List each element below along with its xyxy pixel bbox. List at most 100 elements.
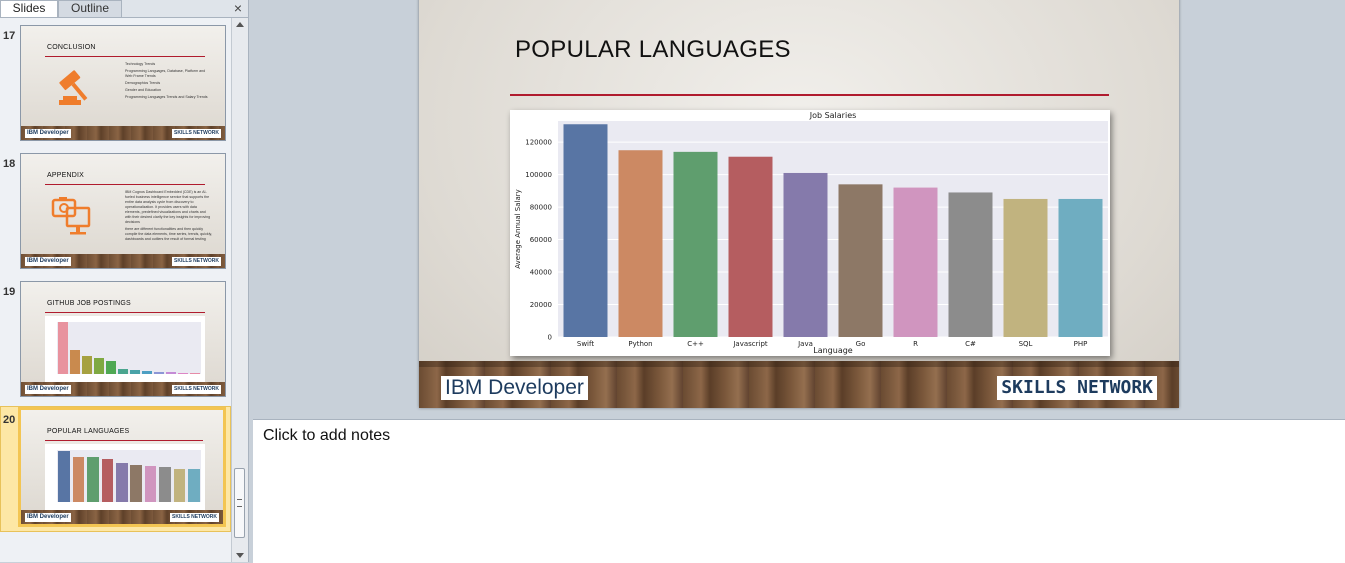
mini-bar: [190, 372, 200, 374]
mini-chart-plot: [57, 322, 201, 374]
chart-image[interactable]: 0 20000 40000 60000 80000 100000 120000 Swift P…: [510, 110, 1110, 356]
x-axis-label: Language: [813, 346, 853, 355]
bar-sql: [1003, 198, 1048, 337]
tab-slides[interactable]: Slides: [0, 0, 58, 17]
panel-tabs: Slides Outline ×: [0, 0, 248, 18]
mini-bar: [116, 462, 128, 502]
slide-canvas[interactable]: POPULAR LANGUAGES 0 20000 40000 60000 80000 1…: [419, 0, 1179, 408]
skills-network-logo: SKILLS NETWORK: [170, 513, 219, 522]
slide-number: 18: [3, 158, 16, 170]
mini-bar: [130, 369, 140, 374]
mini-bar: [144, 466, 157, 502]
y-tick-label: 100000: [525, 171, 552, 179]
slide-number: 20: [3, 414, 16, 426]
y-tick-label: 120000: [525, 139, 552, 147]
ibm-developer-logo: IBM Developer: [441, 376, 588, 400]
bar-c-: [948, 192, 993, 337]
bar-swift: [563, 124, 608, 337]
x-tick-label: Swift: [577, 340, 594, 348]
bar-c-: [673, 151, 718, 337]
bar-javascript: [728, 156, 773, 337]
divider: [45, 312, 205, 313]
scroll-thumb[interactable]: [234, 468, 245, 538]
chart-title: Job Salaries: [809, 111, 857, 120]
skills-network-logo: SKILLS NETWORK: [172, 129, 221, 138]
gavel-icon: [59, 70, 88, 105]
mini-bar: [154, 371, 164, 374]
bullet: Technology Trends: [125, 62, 156, 66]
y-axis-label: Average Annual Salary: [514, 189, 522, 269]
skills-network-logo: SKILLS NETWORK: [997, 376, 1157, 400]
mini-bar: [118, 368, 128, 374]
y-tick-label: 80000: [530, 204, 552, 212]
thumbnail-scrollbar[interactable]: [231, 18, 248, 562]
salary-bar-chart: 0 20000 40000 60000 80000 100000 120000 Swift P…: [514, 111, 1108, 355]
divider: [45, 184, 205, 185]
thumbnail-bullets: IBM Cognos Dashboard Embedded (CDE) is a…: [125, 190, 213, 244]
mini-bar: [94, 357, 104, 374]
slide-editor: POPULAR LANGUAGES 0 20000 40000 60000 80000 1…: [253, 0, 1345, 415]
x-tick-labels: Swift Python C++ Javascript Java Go R C# SQL PHP: [577, 340, 1087, 348]
tab-outline[interactable]: Outline: [58, 0, 122, 17]
y-tick-label: 60000: [530, 236, 552, 244]
skills-network-logo: SKILLS NETWORK: [172, 385, 221, 394]
slide-title[interactable]: POPULAR LANGUAGES: [515, 36, 791, 63]
bar-php: [1058, 198, 1103, 337]
bullet: there are different functionalities and …: [125, 227, 213, 241]
notes-placeholder[interactable]: Click to add notes: [263, 427, 391, 444]
slide-number: 19: [3, 286, 16, 298]
ibm-developer-logo: IBM Developer: [25, 385, 71, 394]
bar-java: [783, 172, 828, 337]
x-tick-label: C#: [965, 340, 976, 348]
close-panel-icon[interactable]: ×: [233, 0, 242, 16]
camera-monitor-icon: [51, 197, 91, 235]
bar-go: [838, 184, 883, 337]
mini-bar: [58, 450, 70, 502]
x-tick-label: Java: [797, 340, 813, 348]
mini-bar: [58, 322, 68, 374]
x-tick-label: Javascript: [732, 340, 768, 348]
divider: [45, 56, 205, 57]
scroll-up-icon[interactable]: [236, 22, 244, 27]
scroll-down-icon[interactable]: [236, 553, 244, 558]
ibm-developer-logo: IBM Developer: [25, 257, 71, 266]
mini-bar: [106, 361, 116, 374]
y-tick-label: 0: [548, 334, 552, 342]
grip-icon: [237, 499, 242, 507]
bullet: Programming Languages, Database, Platfor…: [125, 69, 206, 78]
y-tick-label: 20000: [530, 301, 552, 309]
thumbnail-title: POPULAR LANGUAGES: [47, 428, 130, 435]
mini-bar: [130, 465, 142, 502]
x-tick-label: C++: [687, 340, 704, 348]
x-tick-label: Go: [856, 340, 866, 348]
bullet: Gender and Education: [125, 88, 161, 92]
mini-bar: [142, 370, 152, 374]
mini-bar: [72, 457, 85, 502]
ibm-developer-logo: IBM Developer: [25, 513, 71, 522]
mini-bar: [87, 457, 99, 502]
bar-python: [618, 150, 663, 337]
slides-panel: Slides Outline × 17 CONCLUSION Techno: [0, 0, 249, 562]
bar-r: [893, 187, 938, 337]
mini-chart: [45, 444, 205, 510]
mini-bar: [178, 372, 188, 374]
ibm-developer-logo: IBM Developer: [25, 129, 71, 138]
notes-pane[interactable]: Click to add notes: [253, 419, 1345, 563]
mini-chart: [45, 316, 205, 382]
mini-bar: [188, 468, 200, 502]
mini-bar: [166, 372, 176, 374]
x-tick-label: Python: [628, 340, 652, 348]
thumbnail-title: CONCLUSION: [47, 44, 96, 51]
bars: [563, 124, 1103, 337]
thumbnail-list: 17 CONCLUSION Technology Trends Programm…: [0, 18, 231, 562]
slide-number: 17: [3, 30, 16, 42]
mini-bar: [101, 458, 114, 502]
x-tick-label: PHP: [1074, 340, 1088, 348]
x-tick-label: SQL: [1019, 340, 1033, 348]
bullet: IBM Cognos Dashboard Embedded (CDE) is a…: [125, 190, 211, 224]
divider: [45, 440, 203, 441]
floor-shadow: [419, 361, 1179, 367]
skills-network-logo: SKILLS NETWORK: [172, 257, 221, 266]
x-tick-label: R: [913, 340, 918, 348]
y-tick-labels: 0 20000 40000 60000 80000 100000 120000: [525, 139, 552, 342]
